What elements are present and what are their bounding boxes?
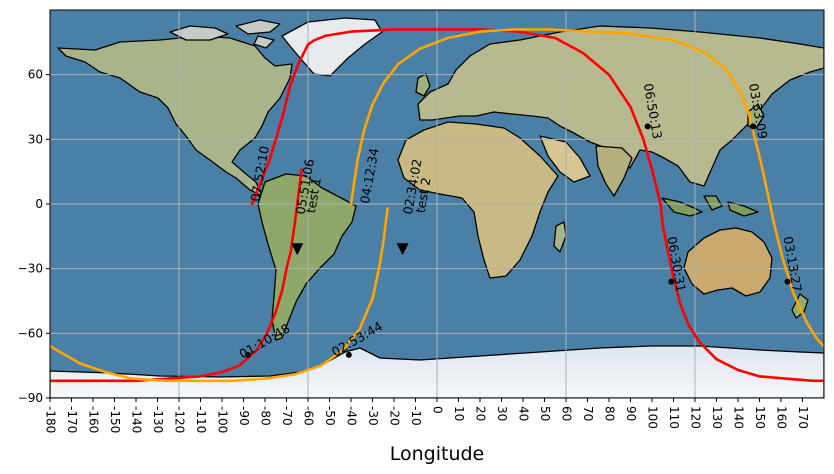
north-america-land: [57, 35, 293, 197]
x-tick-label: -110: [194, 406, 208, 433]
madagascar-land: [553, 221, 567, 253]
arctic-islands-land: [169, 19, 281, 49]
y-tick-label: −90: [18, 391, 43, 405]
satellite-tracks: [50, 28, 824, 383]
y-tick-label: −60: [18, 326, 43, 340]
x-tick-label: -90: [237, 406, 251, 426]
x-tick-label: -10: [409, 406, 423, 426]
track-markers: [244, 123, 791, 358]
india-land: [595, 145, 633, 197]
track-point-marker: [784, 278, 791, 285]
x-tick-label: -140: [130, 406, 144, 433]
x-tick-label: -150: [108, 406, 122, 433]
x-tick-label: -20: [388, 406, 402, 426]
x-tick-label: -80: [259, 406, 273, 426]
track-direction-marker: [396, 243, 409, 256]
australia-land: [683, 227, 773, 297]
x-tick-label: 170: [796, 406, 810, 429]
x-tick-label: 100: [646, 406, 660, 429]
track-point-marker: [668, 278, 675, 285]
x-tick-label: 150: [753, 406, 767, 429]
x-tick-label: 110: [667, 406, 681, 429]
x-tick-label: 80: [603, 406, 617, 421]
track-point-marker: [345, 351, 352, 358]
x-tick-label: 120: [689, 406, 703, 429]
x-axis-ticks: -180 -170 -160 -150 -140 -130 -120 -110 -100 -90-…: [44, 398, 810, 433]
track-line-test-2-3: [349, 28, 824, 348]
x-tick-label: 30: [495, 406, 509, 421]
x-tick-label: -180: [44, 406, 58, 433]
x-tick-label: -30: [366, 406, 380, 426]
track-line-test-1-0: [250, 28, 824, 383]
track-annotation: test 1: [303, 176, 324, 214]
track-point-marker: [244, 351, 251, 358]
x-tick-label: -120: [173, 406, 187, 433]
x-tick-label: 0: [431, 406, 445, 414]
x-tick-label: 20: [474, 406, 488, 421]
x-tick-label: 70: [581, 406, 595, 421]
x-tick-label: 60: [560, 406, 574, 421]
x-tick-label: 130: [710, 406, 724, 429]
x-tick-label: -40: [345, 406, 359, 426]
track-point-marker: [750, 123, 757, 130]
x-tick-label: -170: [65, 406, 79, 433]
y-axis-ticks: 60 30 0 −30 −60 −90: [18, 68, 50, 405]
south-america-land: [257, 173, 357, 341]
x-tick-label: 90: [624, 406, 638, 421]
x-tick-label: 140: [732, 406, 746, 429]
x-tick-label: -160: [87, 406, 101, 433]
x-tick-label: 160: [775, 406, 789, 429]
y-tick-label: 30: [28, 132, 43, 146]
track-line-test-1-1: [50, 168, 303, 383]
x-tick-label: 10: [452, 406, 466, 421]
x-tick-label: -50: [323, 406, 337, 426]
y-tick-label: 0: [35, 197, 43, 211]
africa-land: [397, 121, 559, 279]
y-tick-label: −30: [18, 262, 43, 276]
x-tick-label: -60: [302, 406, 316, 426]
track-direction-marker: [291, 243, 304, 256]
x-tick-label: 40: [517, 406, 531, 421]
y-tick-label: 60: [28, 68, 43, 82]
track-point-marker: [644, 123, 651, 130]
x-tick-label: -70: [280, 406, 294, 426]
indonesia-land: [661, 195, 759, 217]
x-tick-label: -100: [216, 406, 230, 433]
track-annotation: test 2: [413, 176, 434, 214]
x-tick-label: -130: [151, 406, 165, 433]
arabia-land: [539, 135, 591, 183]
x-axis-title: Longitude: [390, 443, 485, 465]
track-line-test-2-2: [50, 207, 389, 383]
x-tick-label: 50: [538, 406, 552, 421]
